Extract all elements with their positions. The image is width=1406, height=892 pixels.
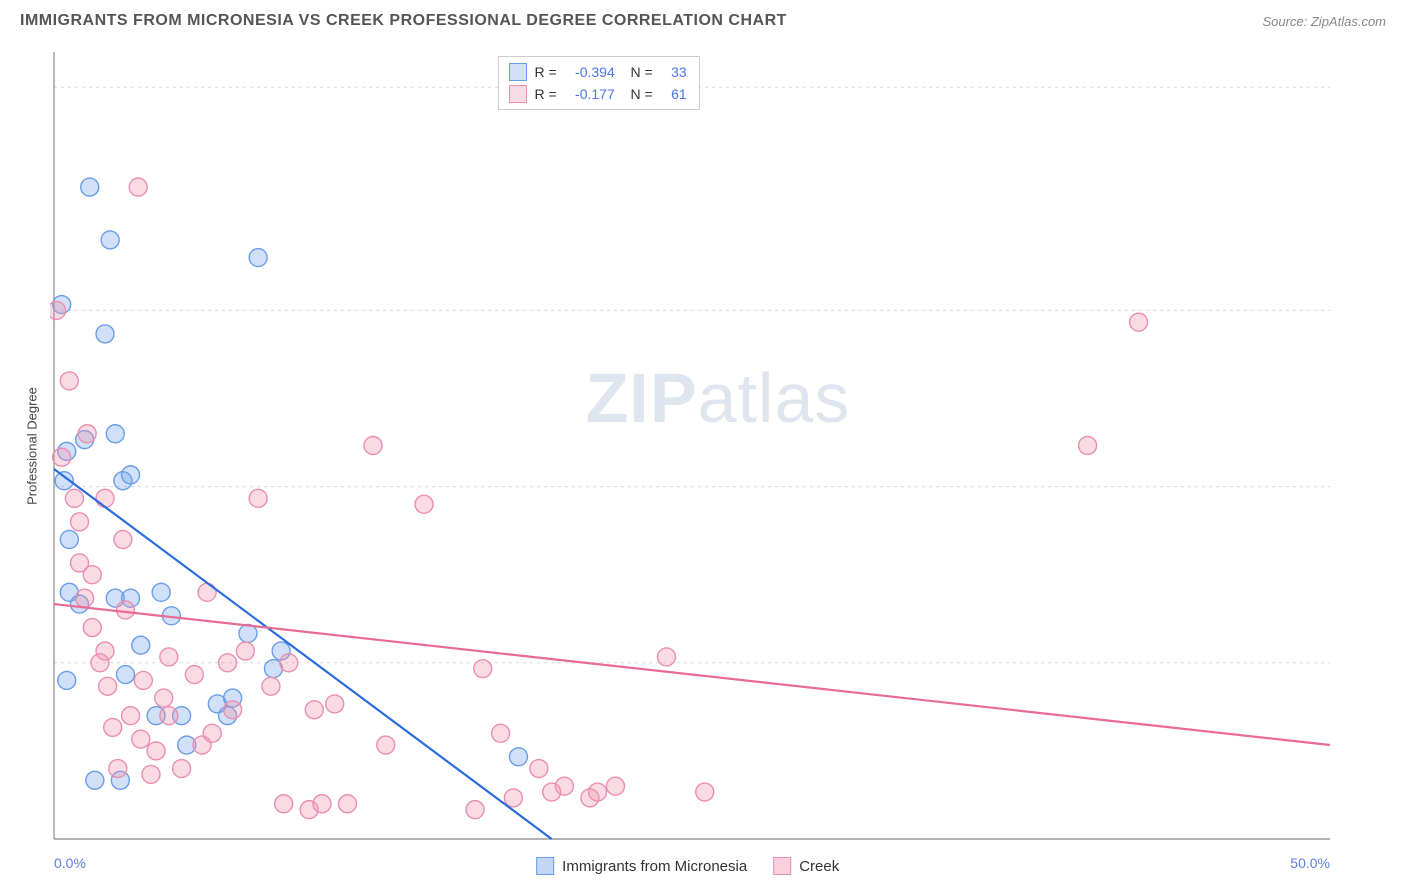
series-swatch (509, 85, 527, 103)
stat-r-value: -0.394 (565, 61, 615, 83)
x-tick: 50.0% (1290, 855, 1330, 871)
stat-n-value: 61 (661, 83, 687, 105)
legend-label: Immigrants from Micronesia (562, 858, 747, 875)
header: IMMIGRANTS FROM MICRONESIA VS CREEK PROF… (0, 0, 1406, 38)
stat-r-label: R = (535, 61, 557, 83)
y-axis-label: Professional Degree (25, 387, 40, 505)
legend-item: Creek (773, 857, 839, 875)
stats-row: R = -0.394 N = 33 (509, 61, 687, 83)
legend-item: Immigrants from Micronesia (536, 857, 747, 875)
scatter-plot (50, 48, 1386, 843)
stat-r-label: R = (535, 83, 557, 105)
series-swatch (509, 63, 527, 81)
legend-swatch (773, 857, 791, 875)
x-tick: 0.0% (54, 855, 86, 871)
stat-n-label: N = (623, 61, 653, 83)
stat-n-value: 33 (661, 61, 687, 83)
legend-swatch (536, 857, 554, 875)
chart-title: IMMIGRANTS FROM MICRONESIA VS CREEK PROF… (20, 12, 787, 30)
stat-r-value: -0.177 (565, 83, 615, 105)
bottom-legend: Immigrants from Micronesia Creek (536, 857, 839, 875)
stats-row: R = -0.177 N = 61 (509, 83, 687, 105)
stat-n-label: N = (623, 83, 653, 105)
stats-legend-box: R = -0.394 N = 33 R = -0.177 N = 61 (498, 56, 700, 110)
chart-container: Professional Degree ZIPatlas 1.5%3.0%4.5… (50, 48, 1386, 843)
source-attribution: Source: ZipAtlas.com (1262, 14, 1386, 29)
legend-label: Creek (799, 858, 839, 875)
